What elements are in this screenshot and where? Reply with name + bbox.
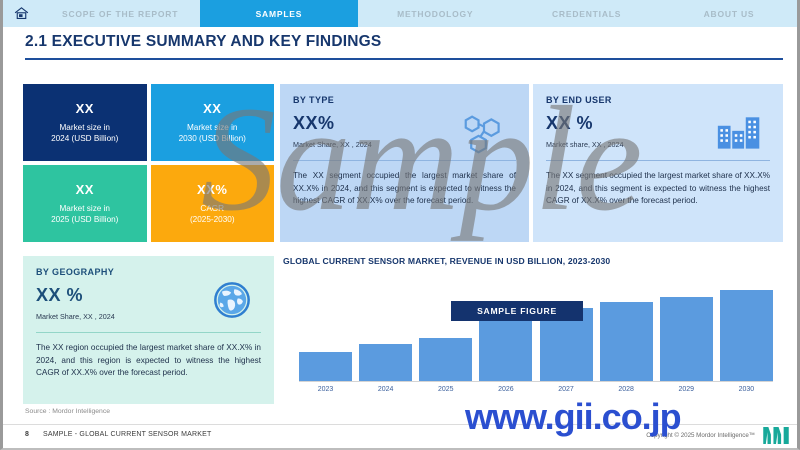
kpi-market-size-2025: XX Market size in 2025 (USD Billion): [23, 165, 147, 242]
kpi-value: XX: [75, 100, 94, 116]
kpi-value: XX%: [197, 181, 228, 197]
kpi-label-line2: (2025-2030): [189, 215, 235, 224]
tab-scope-of-the-report[interactable]: SCOPE OF THE REPORT: [61, 8, 179, 19]
tab-methodology[interactable]: METHODOLOGY: [397, 8, 474, 19]
bar-column: [719, 286, 773, 382]
kpi-label-line1: CAGR: [200, 203, 225, 213]
panel-divider: [293, 160, 516, 161]
bar-2025: [419, 337, 473, 382]
bar-2030: [719, 289, 773, 382]
bar-column: [419, 286, 473, 382]
panel-by-type: BY TYPE XX% Market Share, XX , 2024 The …: [280, 84, 529, 242]
x-tick-2026: 2026: [498, 386, 514, 393]
panel-by-end-user: BY END USER XX % Market share, XX , 2024…: [533, 84, 783, 242]
buildings-icon: [717, 110, 761, 155]
bar-2024: [359, 343, 413, 382]
bar-2023: [299, 352, 353, 382]
panel-value: XX %: [546, 113, 594, 133]
tab-samples[interactable]: SAMPLES: [199, 0, 359, 27]
x-axis-line: [299, 381, 773, 382]
bar-column: [659, 286, 713, 382]
panel-value: XX %: [36, 285, 84, 305]
kpi-value: XX: [75, 181, 94, 197]
chart-title: GLOBAL CURRENT SENSOR MARKET, REVENUE IN…: [283, 256, 611, 266]
page-title: 2.1 EXECUTIVE SUMMARY AND KEY FINDINGS: [25, 33, 382, 50]
bar-column: [599, 286, 653, 382]
sample-figure-badge: SAMPLE FIGURE: [451, 301, 583, 321]
bar-2028: [599, 302, 653, 382]
kpi-market-size-2030: XX Market size in 2030 (USD Billion): [150, 84, 274, 161]
kpi-value: XX: [203, 100, 222, 116]
kpi-label: Market size in 2024 (USD Billion): [51, 122, 118, 144]
molecule-hexagon-icon: [463, 112, 505, 161]
kpi-label-line2: 2024 (USD Billion): [51, 134, 119, 143]
bar-column: [479, 286, 533, 382]
kpi-label-line2: 2025 (USD Billion): [51, 215, 119, 224]
kpi-label-line1: Market size in: [59, 122, 110, 132]
panel-body-text: The XX region occupied the largest marke…: [36, 343, 261, 378]
panel-body-text: The XX segment occupied the largest mark…: [546, 171, 770, 206]
report-house-icon[interactable]: [3, 0, 41, 27]
tab-credentials[interactable]: CREDENTIALS: [551, 8, 622, 19]
copyright-text: Copyright © 2025 Mordor Intelligence™: [646, 432, 755, 439]
bar-2029: [659, 296, 713, 382]
top-navigation-bar: SCOPE OF THE REPORT SAMPLES METHODOLOGY …: [3, 0, 797, 27]
x-tick-2027: 2027: [558, 386, 574, 393]
bar-series: [293, 286, 779, 382]
document-label: SAMPLE - GLOBAL CURRENT SENSOR MARKET: [43, 431, 212, 438]
kpi-grid: XX Market size in 2024 (USD Billion) XX …: [23, 84, 274, 242]
kpi-label: CAGR (2025-2030): [190, 203, 235, 225]
x-tick-2028: 2028: [618, 386, 634, 393]
panel-value: XX%: [293, 113, 335, 133]
panel-subtitle: Market share, XX , 2024: [546, 140, 624, 149]
x-tick-2029: 2029: [678, 386, 695, 393]
kpi-label-line1: Market size in: [186, 122, 238, 132]
page-number: 8: [25, 431, 29, 438]
globe-icon: [212, 280, 252, 325]
chart-panel: GLOBAL CURRENT SENSOR MARKET, REVENUE IN…: [283, 256, 783, 404]
panel-by-geography: BY GEOGRAPHY XX % Market Share, XX , 202…: [23, 256, 274, 404]
x-tick-2030: 2030: [738, 386, 755, 393]
kpi-label-line2: 2030 (USD Billion): [178, 134, 246, 143]
title-block: 2.1 EXECUTIVE SUMMARY AND KEY FINDINGS: [25, 33, 783, 60]
kpi-label: Market size in 2030 (USD Billion): [179, 122, 246, 144]
x-axis-tick-labels: 2023 2024 2025 2026 2027 2028 2029 2030: [293, 386, 779, 400]
x-tick-2024: 2024: [377, 386, 394, 393]
tab-about-us[interactable]: ABOUT US: [703, 8, 755, 19]
kpi-market-size-2024: XX Market size in 2024 (USD Billion): [23, 84, 147, 161]
mordor-intelligence-logo: [763, 427, 789, 448]
bar-2026: [479, 319, 533, 382]
panel-body-text: The XX segment occupied the largest mark…: [293, 171, 516, 206]
x-tick-2025: 2025: [438, 386, 454, 393]
panel-heading: BY TYPE: [293, 95, 335, 105]
chart-plot-area: [293, 286, 779, 382]
x-tick-2023: 2023: [317, 386, 334, 393]
panel-divider: [36, 332, 261, 333]
footer-divider: [3, 424, 797, 425]
panel-subtitle: Market Share, XX , 2024: [293, 140, 372, 149]
title-divider: [25, 58, 783, 60]
kpi-label: Market size in 2025 (USD Billion): [51, 203, 118, 225]
panel-heading: BY GEOGRAPHY: [36, 267, 115, 277]
bar-column: [299, 286, 353, 382]
panel-divider: [546, 160, 770, 161]
kpi-cagr: XX% CAGR (2025-2030): [150, 165, 274, 242]
panel-heading: BY END USER: [546, 95, 612, 105]
source-note: Source : Mordor Intelligence: [25, 408, 111, 415]
panel-subtitle: Market Share, XX , 2024: [36, 312, 115, 321]
kpi-label-line1: Market size in: [59, 203, 110, 213]
bar-column: [359, 286, 413, 382]
